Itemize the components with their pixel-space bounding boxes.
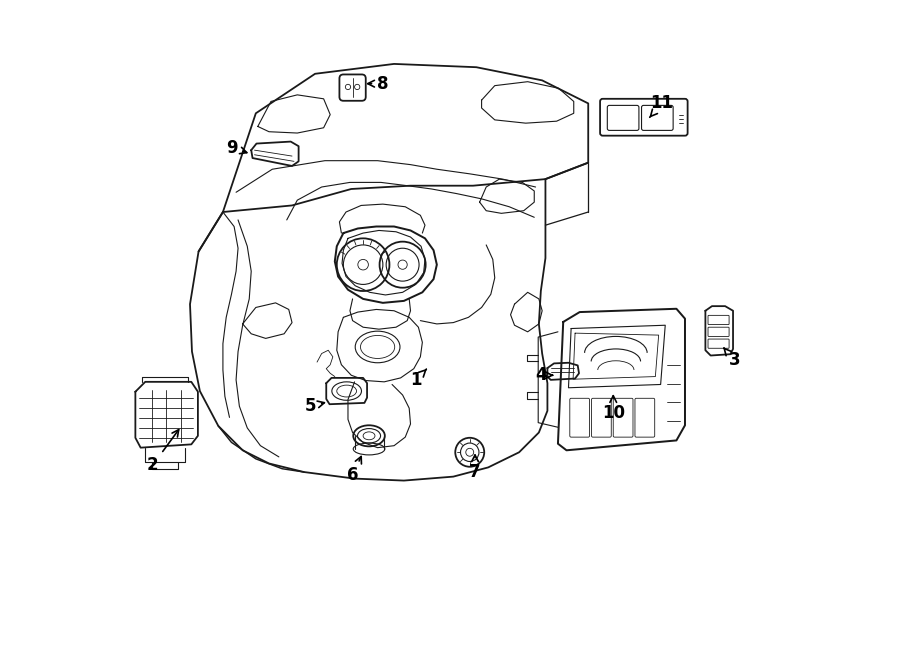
Text: 2: 2 — [147, 430, 179, 475]
Text: 11: 11 — [650, 95, 673, 117]
Text: 8: 8 — [368, 75, 389, 93]
Text: 10: 10 — [602, 396, 625, 422]
Text: 3: 3 — [724, 348, 740, 369]
Text: 5: 5 — [305, 397, 324, 415]
Text: 7: 7 — [469, 455, 481, 481]
Text: 1: 1 — [410, 369, 427, 389]
Text: 9: 9 — [226, 139, 247, 157]
Text: 6: 6 — [346, 457, 362, 485]
Text: 4: 4 — [535, 366, 553, 384]
